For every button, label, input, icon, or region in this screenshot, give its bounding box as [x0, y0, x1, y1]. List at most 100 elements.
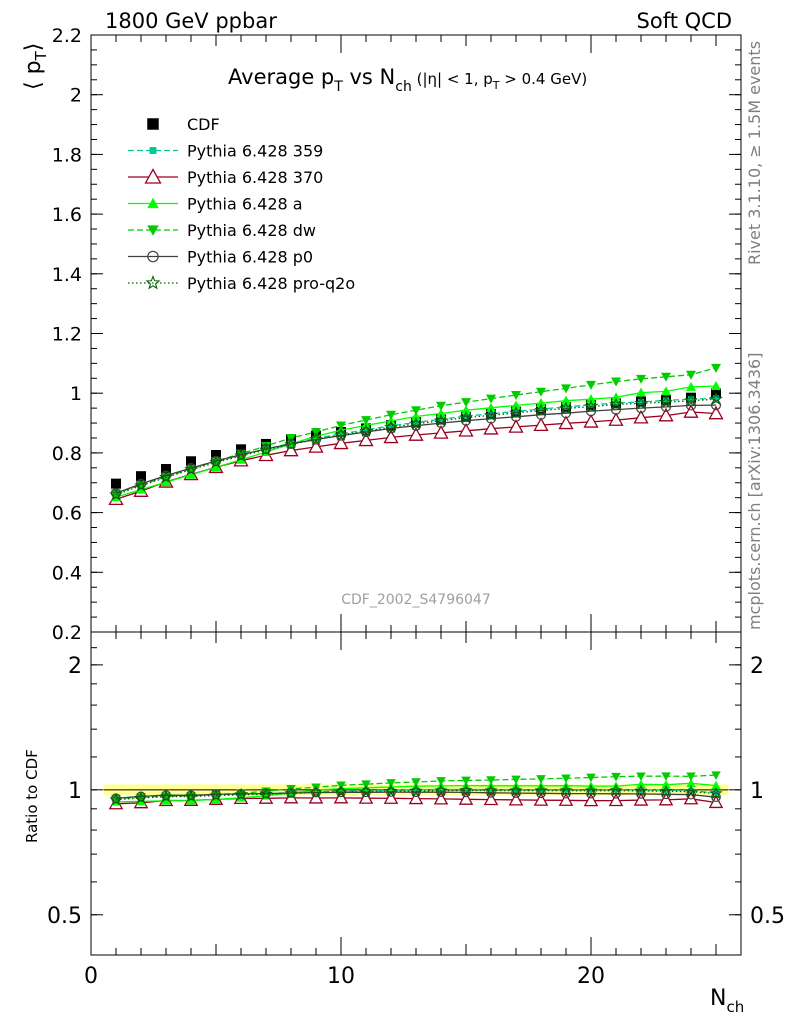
series-point-5: [334, 427, 348, 441]
ratio-point-5: [284, 786, 298, 800]
ratio-point-4: [636, 789, 646, 799]
ratio-point-4: [511, 788, 521, 798]
header-right: Soft QCD: [637, 9, 732, 33]
data-point-cdf: [161, 464, 171, 475]
series-point-5: [234, 448, 248, 462]
series-point-3: [561, 384, 571, 394]
series-point-5: [584, 399, 598, 413]
series-point-3: [411, 406, 421, 416]
series-point-4: [510, 411, 522, 422]
ratio-point-5: [684, 784, 698, 798]
ratio-y-axis-label: Ratio to CDF: [23, 749, 41, 843]
ratio-point-1: [333, 790, 349, 804]
series-point-4: [460, 415, 472, 426]
ratio-tick-label: 1: [68, 779, 82, 804]
series-point-5: [409, 416, 423, 430]
ratio-point-5: [484, 783, 498, 797]
ratio-point-3: [461, 776, 471, 786]
ratio-point-5: [534, 783, 548, 797]
series-point-5: [309, 432, 323, 446]
x-axis-label: Nch: [710, 986, 744, 1016]
ratio-point-5: [409, 784, 423, 797]
ratio-point-1: [508, 792, 524, 806]
chart-title: Average pT vs Nch (|η| < 1, pT > 0.4 GeV…: [228, 65, 587, 95]
series-point-5: [434, 413, 448, 427]
analysis-watermark: CDF_2002_S4796047: [341, 592, 490, 608]
y-tick-label: 1.8: [52, 144, 82, 166]
series-point-0: [613, 400, 619, 407]
legend: CDF Pythia 6.428 359 Pythia 6.428 370 Pythi…: [128, 115, 355, 293]
series-point-2: [186, 469, 196, 479]
series-point-3: [661, 372, 671, 382]
series-point-2: [686, 381, 696, 391]
series-point-5: [359, 423, 373, 437]
ratio-point-4: [536, 788, 546, 799]
ratio-point-4: [611, 788, 621, 799]
series-point-2: [636, 387, 646, 397]
ratio-point-1: [458, 791, 474, 805]
series-point-1: [508, 419, 524, 433]
ratio-point-4: [436, 787, 446, 798]
ratio-point-2: [686, 778, 696, 788]
ratio-point-4: [386, 787, 396, 797]
series-point-5: [384, 420, 398, 433]
ratio-point-4: [486, 787, 496, 798]
series-point-2: [436, 408, 446, 418]
ratio-point-5: [709, 786, 723, 800]
x-tick-label: 0: [84, 964, 98, 989]
series-point-4: [610, 404, 622, 415]
ratio-point-1: [383, 790, 399, 804]
ratio-point-5: [209, 788, 223, 802]
ratio-point-5: [584, 783, 598, 797]
series-point-1: [383, 429, 399, 444]
ratio-point-3: [536, 775, 546, 784]
series-point-5: [684, 393, 698, 407]
series-point-1: [433, 425, 449, 439]
series-point-5: [134, 478, 148, 492]
y-tick-label: 0.2: [52, 622, 82, 644]
series-point-1: [358, 432, 374, 447]
ratio-point-2: [711, 780, 721, 790]
y-axis-label: ⟨ pT⟩: [21, 43, 50, 90]
series-point-0: [563, 403, 569, 410]
ratio-point-5: [559, 783, 573, 797]
rivet-version-label: Rivet 3.1.10, ≥ 1.5M events: [745, 41, 764, 265]
series-point-0: [363, 426, 369, 433]
series-point-2: [561, 395, 571, 405]
series-point-1: [458, 422, 474, 437]
ratio-point-5: [334, 785, 348, 798]
ratio-panel: 0.5 0.51 12 20 10 20: [47, 631, 785, 989]
ratio-point-4: [661, 789, 671, 800]
y-tick-label: 0.4: [52, 562, 82, 584]
series-point-1: [408, 427, 424, 441]
series-point-3: [261, 442, 271, 452]
ratio-tick-label: 2: [68, 654, 82, 679]
ratio-point-5: [384, 784, 398, 797]
ratio-point-5: [509, 783, 523, 797]
ratio-point-5: [134, 791, 148, 804]
ratio-point-3: [411, 778, 421, 787]
ratio-point-4: [411, 787, 421, 798]
series-point-5: [559, 401, 573, 415]
legend-marker-2: [144, 168, 162, 184]
ratio-point-4: [561, 788, 571, 799]
ratio-tick-label-right: 2: [750, 654, 764, 679]
series-point-0: [638, 398, 644, 405]
x-tick-label: 10: [327, 964, 355, 989]
series-point-2: [586, 394, 596, 404]
series-point-4: [535, 409, 547, 420]
series-point-1: [683, 404, 699, 418]
series-point-0: [588, 401, 594, 408]
series-point-2: [211, 462, 221, 472]
series-point-3: [336, 421, 346, 431]
ratio-tick-label: 0.5: [47, 904, 82, 929]
ratio-point-2: [661, 779, 671, 789]
series-point-4: [435, 417, 447, 429]
ratio-point-3: [686, 772, 696, 782]
ratio-point-1: [358, 790, 374, 804]
series-point-3: [536, 387, 546, 397]
ratio-point-5: [634, 784, 648, 797]
series-point-2: [511, 400, 521, 410]
series-point-4: [485, 413, 497, 424]
ratio-point-5: [434, 783, 448, 797]
